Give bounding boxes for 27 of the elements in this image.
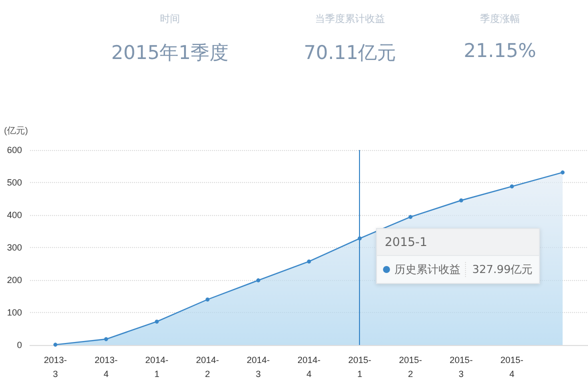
y-axis-title: (亿元): [4, 126, 28, 136]
y-tick-label: 300: [6, 242, 22, 252]
x-tick-label: 2015-4: [500, 355, 524, 379]
x-tick-label: 2013-4: [94, 355, 118, 379]
x-tick-label: 2014-1: [145, 355, 168, 379]
x-tick-label: 2014-4: [297, 355, 321, 379]
text: 2015年1季度: [110, 41, 230, 66]
text: 季度涨幅: [479, 12, 521, 26]
ref-line-label: 2015-1: [376, 229, 539, 256]
y-tick-label: 500: [6, 178, 22, 188]
y-tick-label: 400: [6, 210, 22, 220]
text: 21.15%: [462, 40, 538, 62]
legend-label: 历史累计收益: [394, 262, 461, 278]
x-tick-label: 2015-3: [450, 355, 473, 379]
x-tick-label: 2015-1: [348, 355, 372, 379]
x-tick-label: 2014-2: [196, 355, 220, 379]
y-tick-label: 600: [6, 145, 22, 155]
x-tick-label: 2014-3: [246, 355, 270, 379]
annotation: 327.99亿元: [465, 262, 533, 278]
text: 70.11亿元: [302, 41, 398, 66]
text: 时间: [159, 12, 181, 26]
x-tick-label: 2015-2: [398, 355, 422, 379]
y-tick-label: 0: [16, 340, 22, 350]
x-tick-label: 2013-3: [44, 355, 67, 379]
y-tick-label: 100: [6, 308, 22, 318]
text: 当季度累计收益: [314, 12, 386, 26]
y-tick-label: 200: [6, 275, 22, 285]
